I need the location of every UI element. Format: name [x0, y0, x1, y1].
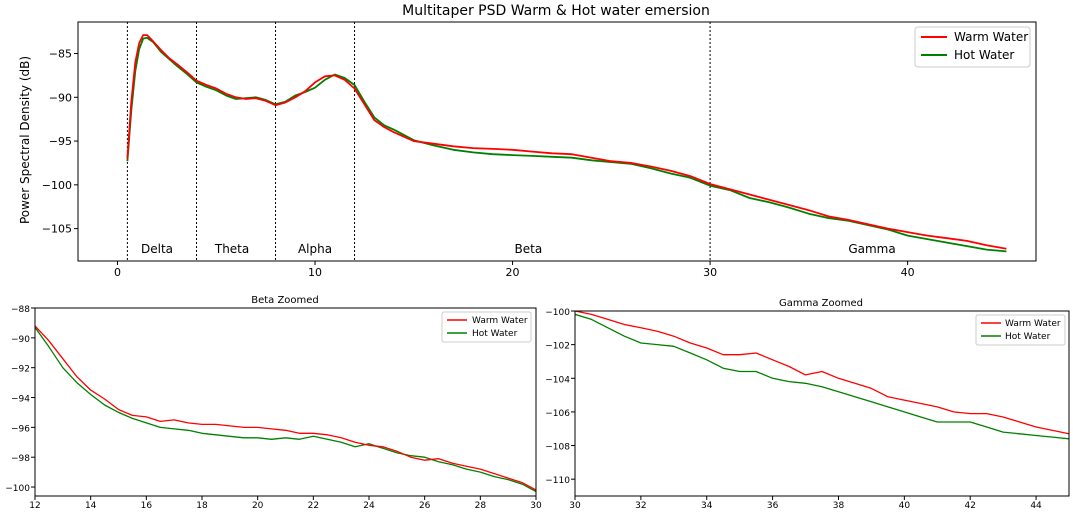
beta-plot-area: 12 14 16 18 20 22 24 26 28 30 −88 −90 −92 −94 −96 −98 −1… [5, 305, 542, 511]
gamma-ytick-label: −102 [545, 342, 570, 352]
main-ytick-label: −95 [49, 135, 72, 148]
beta-ytick-label: −96 [11, 424, 30, 434]
beta-xtick-label: 22 [308, 501, 319, 511]
beta-xtick-label: 14 [85, 501, 97, 511]
main-xtick-label: 10 [308, 266, 322, 279]
beta-xtick-label: 24 [363, 501, 375, 511]
beta-legend-hot-label: Hot Water [472, 329, 518, 339]
gamma-xtick-label: 30 [569, 501, 581, 511]
band-label-theta: Theta [214, 242, 249, 256]
gamma-chart: Gamma Zoomed 30 32 34 36 38 40 42 44 −100 −102 −10… [545, 298, 1070, 511]
beta-ytick-label: −94 [11, 395, 30, 405]
main-ytick-label: −105 [42, 223, 72, 236]
main-chart-title: Multitaper PSD Warm & Hot water emersion [402, 3, 710, 19]
main-chart: Multitaper PSD Warm & Hot water emersion… [18, 3, 1037, 279]
main-ytick-label: −85 [49, 48, 72, 61]
main-legend-warm-label: Warm Water [954, 30, 1028, 44]
beta-xtick-label: 28 [475, 501, 487, 511]
gamma-series-hot-water-line [575, 313, 1069, 440]
gamma-xtick-label: 34 [701, 501, 713, 511]
main-xtick-label: 0 [114, 266, 121, 279]
gamma-legend-hot-label: Hot Water [1005, 332, 1051, 342]
gamma-series-warm-water-line [575, 311, 1069, 435]
beta-xtick-label: 20 [252, 501, 264, 511]
beta-ytick-label: −88 [11, 305, 30, 315]
beta-xtick-label: 30 [530, 501, 542, 511]
beta-xtick-label: 18 [196, 501, 208, 511]
main-series-warm-water-line [126, 34, 1007, 250]
main-plot-area: 0 10 20 30 40 −85 −90 −95 −100 −105 Delta Theta Alph… [42, 22, 1007, 279]
gamma-plot-area: 30 32 34 36 38 40 42 44 −100 −102 −104 −106 −108 −110 [545, 308, 1069, 511]
gamma-legend-warm-label: Warm Water [1005, 319, 1061, 329]
band-label-beta: Beta [515, 242, 543, 256]
main-xtick-label: 20 [506, 266, 520, 279]
gamma-xtick-label: 42 [964, 501, 975, 511]
gamma-xtick-label: 32 [635, 501, 646, 511]
main-chart-ylabel: Power Spectral Density (dB) [18, 56, 32, 224]
beta-legend: Warm Water Hot Water [441, 311, 532, 343]
beta-xtick-label: 16 [141, 501, 153, 511]
gamma-ytick-label: −106 [545, 409, 570, 419]
beta-series-warm-water-line [35, 325, 536, 491]
beta-ytick-label: −98 [11, 454, 30, 464]
gamma-ytick-label: −110 [545, 476, 570, 486]
band-label-gamma: Gamma [848, 242, 895, 256]
gamma-ytick-label: −100 [545, 308, 570, 318]
beta-xtick-label: 26 [419, 501, 431, 511]
main-series-hot-water-line [126, 36, 1007, 253]
gamma-ytick-label: −104 [545, 375, 570, 385]
main-xtick-label: 40 [901, 266, 915, 279]
beta-chart: Beta Zoomed 12 14 16 18 20 22 24 26 28 30 −88 −90 −9… [5, 295, 542, 511]
band-label-alpha: Alpha [298, 242, 332, 256]
beta-chart-title: Beta Zoomed [251, 295, 319, 306]
beta-xtick-label: 12 [29, 501, 40, 511]
gamma-xtick-label: 44 [1030, 501, 1042, 511]
main-legend-hot-label: Hot Water [954, 48, 1014, 62]
gamma-xtick-label: 40 [899, 501, 911, 511]
main-legend: Warm Water Hot Water [914, 26, 1031, 68]
beta-chart-frame [34, 307, 537, 497]
main-ytick-label: −100 [42, 179, 72, 192]
gamma-legend: Warm Water Hot Water [975, 314, 1066, 346]
main-ytick-label: −90 [49, 91, 72, 104]
main-chart-frame [77, 21, 1037, 262]
gamma-chart-title: Gamma Zoomed [779, 298, 863, 309]
band-label-delta: Delta [141, 242, 173, 256]
gamma-xtick-label: 38 [833, 501, 845, 511]
gamma-ytick-label: −108 [545, 443, 570, 453]
gamma-chart-frame [574, 310, 1070, 497]
beta-ytick-label: −90 [11, 335, 30, 345]
beta-series-hot-water-line [35, 327, 536, 493]
beta-ytick-label: −100 [5, 484, 30, 494]
gamma-xtick-label: 36 [767, 501, 779, 511]
beta-legend-warm-label: Warm Water [472, 316, 528, 326]
beta-ytick-label: −92 [11, 365, 30, 375]
main-xtick-label: 30 [703, 266, 717, 279]
